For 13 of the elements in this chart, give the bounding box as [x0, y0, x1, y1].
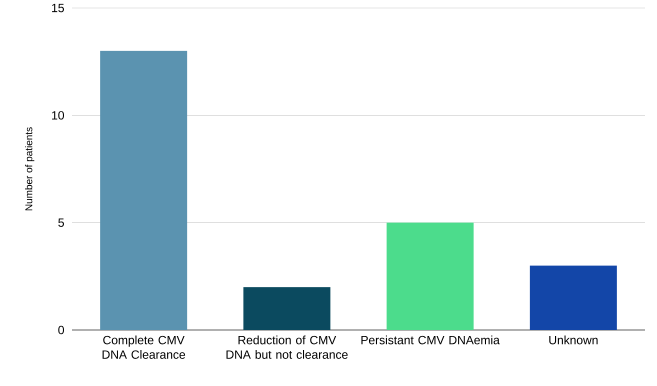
y-tick-label: 10	[52, 111, 64, 120]
y-tick-label: 15	[52, 4, 64, 12]
bar	[243, 287, 330, 330]
x-tick-label: Persistant CMV DNAemia	[361, 336, 500, 344]
x-tick-label: Reduction of CMV DNA but not clearance	[226, 336, 348, 359]
y-tick-label: 0	[58, 326, 64, 334]
bar	[100, 50, 188, 330]
y-axis-title: Number of patients	[25, 127, 34, 210]
x-tick-label: Complete CMV DNA Clearance	[102, 336, 186, 359]
y-tick-label: 5	[58, 218, 64, 227]
x-tick-label: Unknown	[549, 336, 598, 344]
bar	[386, 222, 474, 330]
bar	[530, 266, 617, 330]
